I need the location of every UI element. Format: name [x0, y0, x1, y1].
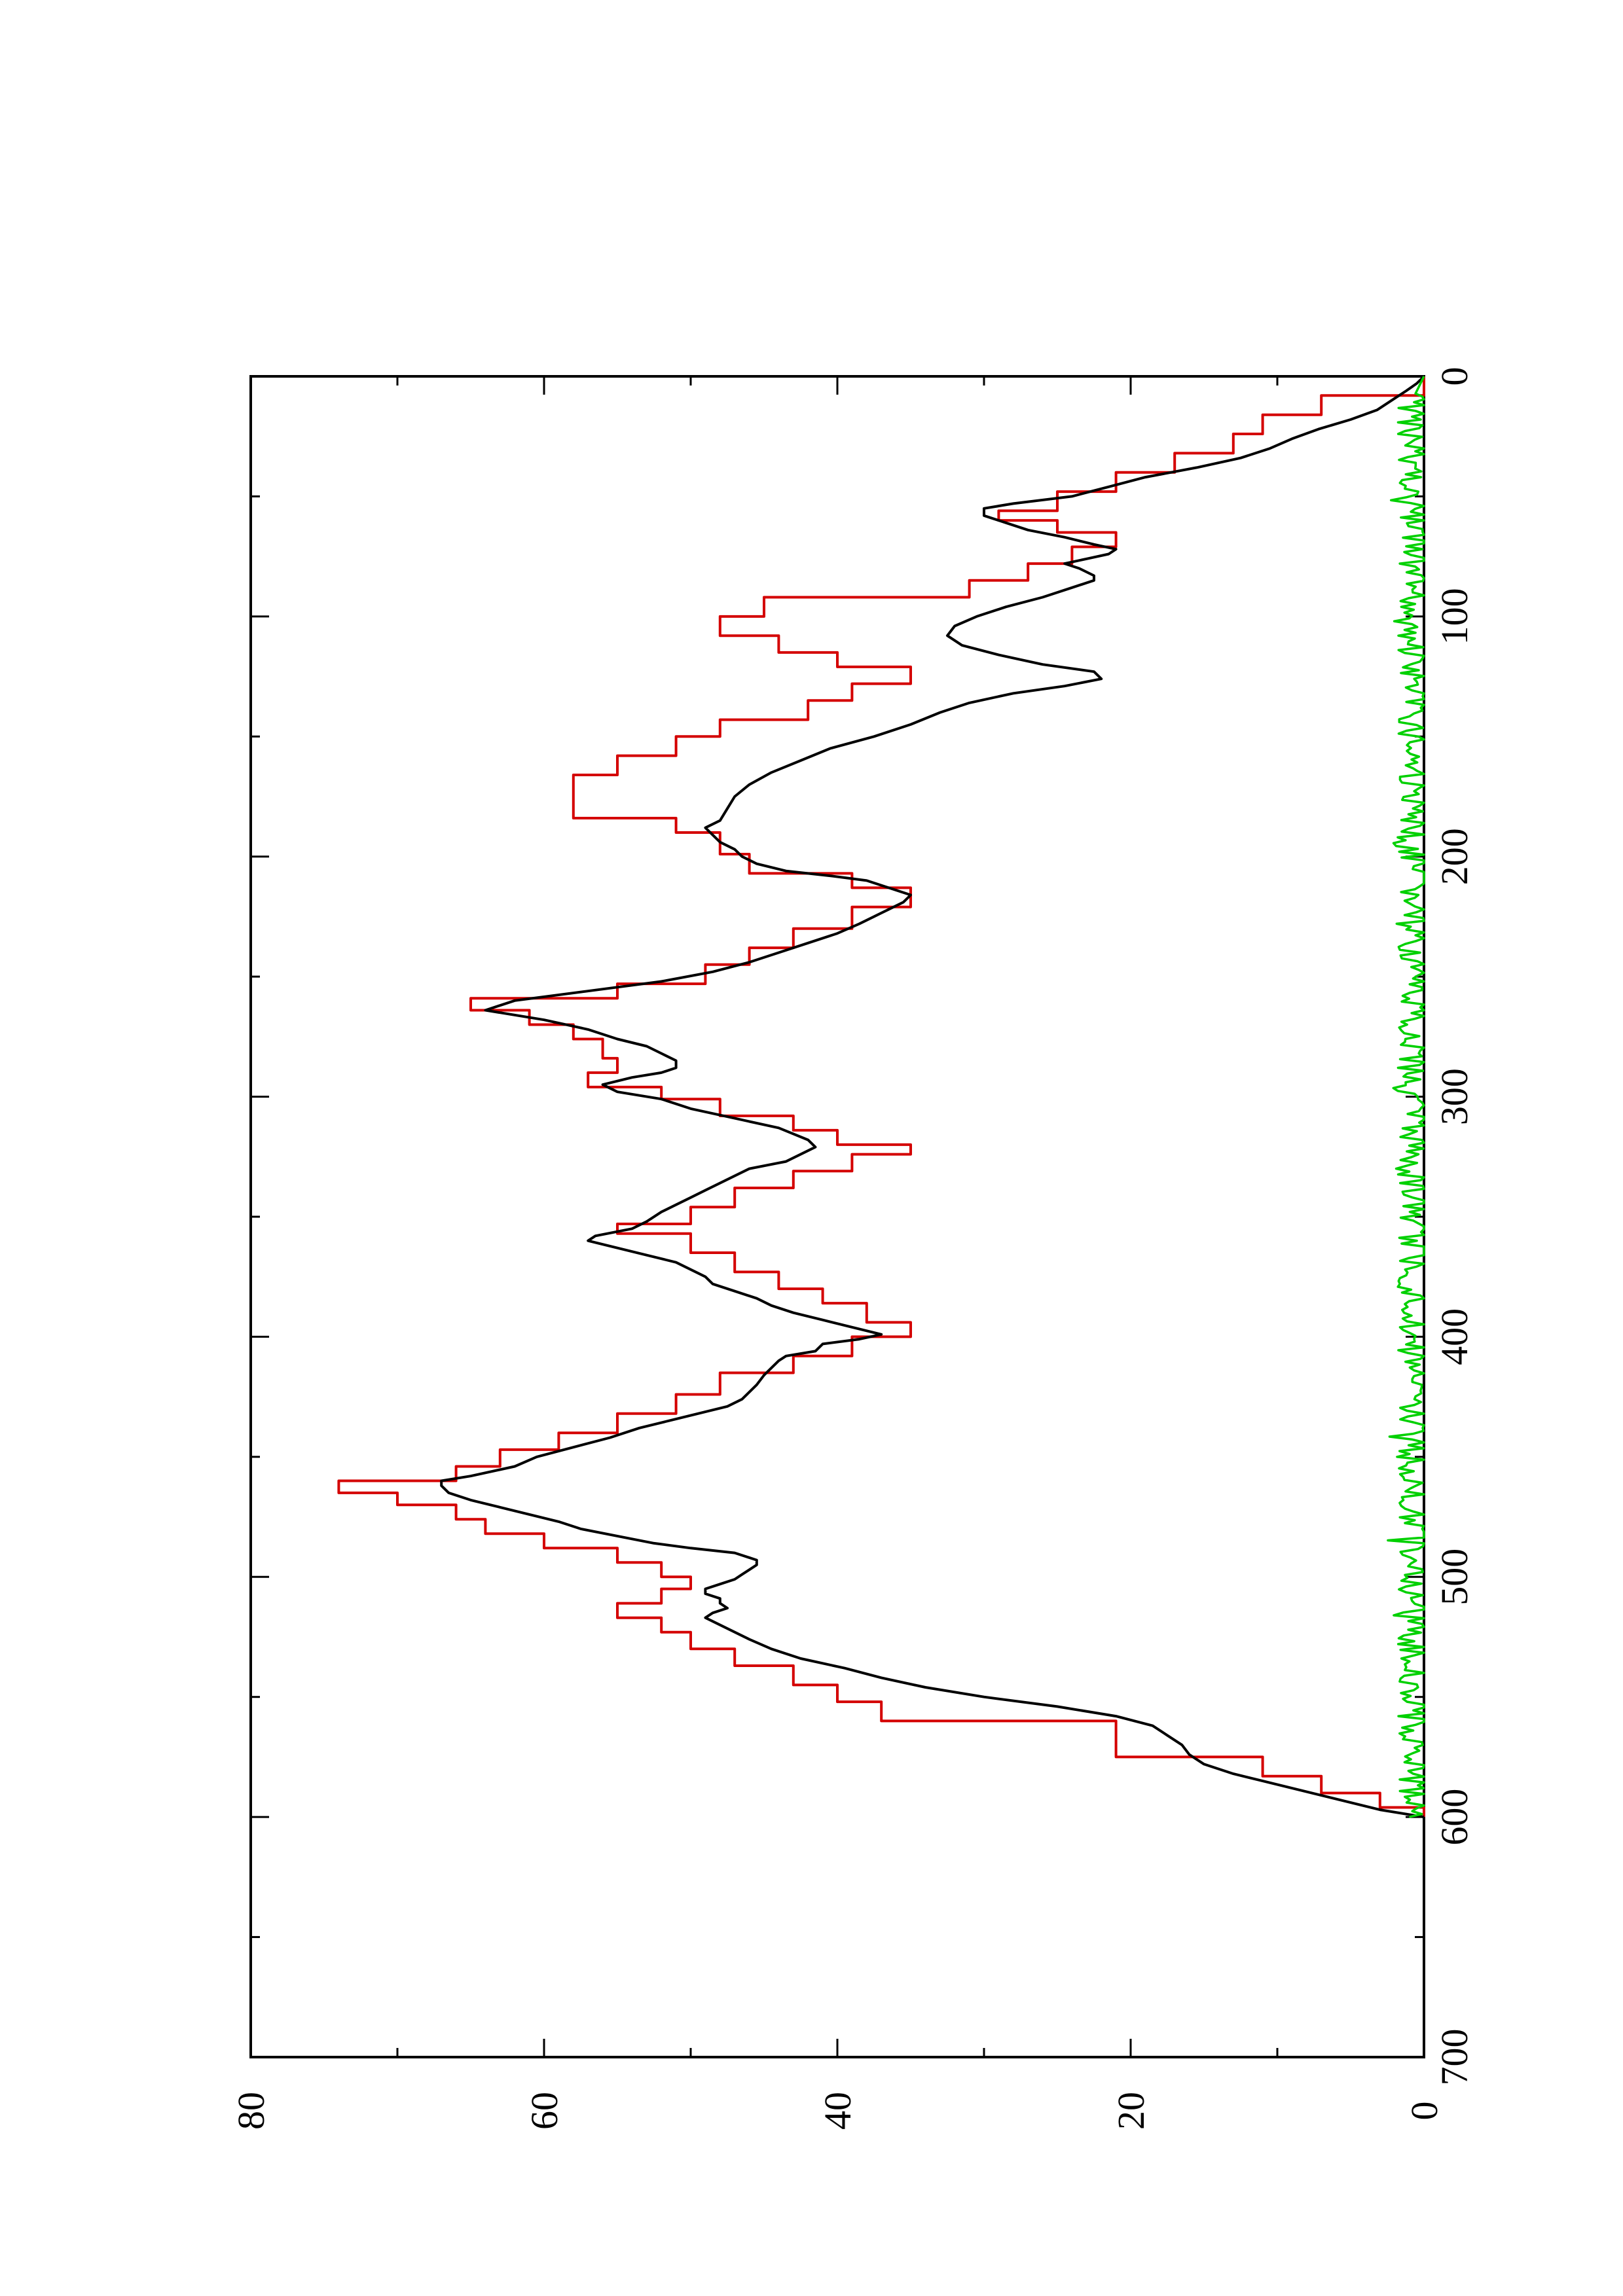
axis-ticks	[249, 375, 1425, 2058]
y-tick-label: 40	[816, 2092, 859, 2130]
y-axis-tick-labels: 0 20 40 60 80	[230, 2092, 1446, 2130]
series-line-3	[1387, 376, 1425, 1818]
series-group	[337, 375, 1425, 1819]
y-tick-label: 80	[230, 2092, 272, 2130]
x-tick-label: 0	[1433, 367, 1476, 386]
y-tick-label: 60	[523, 2092, 566, 2130]
plot-frame	[249, 375, 1425, 2058]
series-line-2	[440, 375, 1425, 1819]
x-tick-label: 600	[1433, 1789, 1476, 1846]
series-line-1	[337, 376, 1425, 1818]
x-tick-label: 100	[1433, 588, 1476, 645]
x-tick-label: 300	[1433, 1068, 1476, 1125]
y-tick-label: 0	[1403, 2102, 1446, 2121]
x-tick-label: 700	[1433, 2029, 1476, 2086]
x-axis-tick-labels: 0 100 200 300 400 500 600 700	[1433, 367, 1476, 2086]
x-tick-label: 200	[1433, 828, 1476, 885]
plot-border	[249, 375, 1425, 2058]
x-tick-label: 500	[1433, 1549, 1476, 1605]
x-tick-label: 400	[1433, 1308, 1476, 1365]
y-tick-label: 20	[1110, 2092, 1152, 2130]
